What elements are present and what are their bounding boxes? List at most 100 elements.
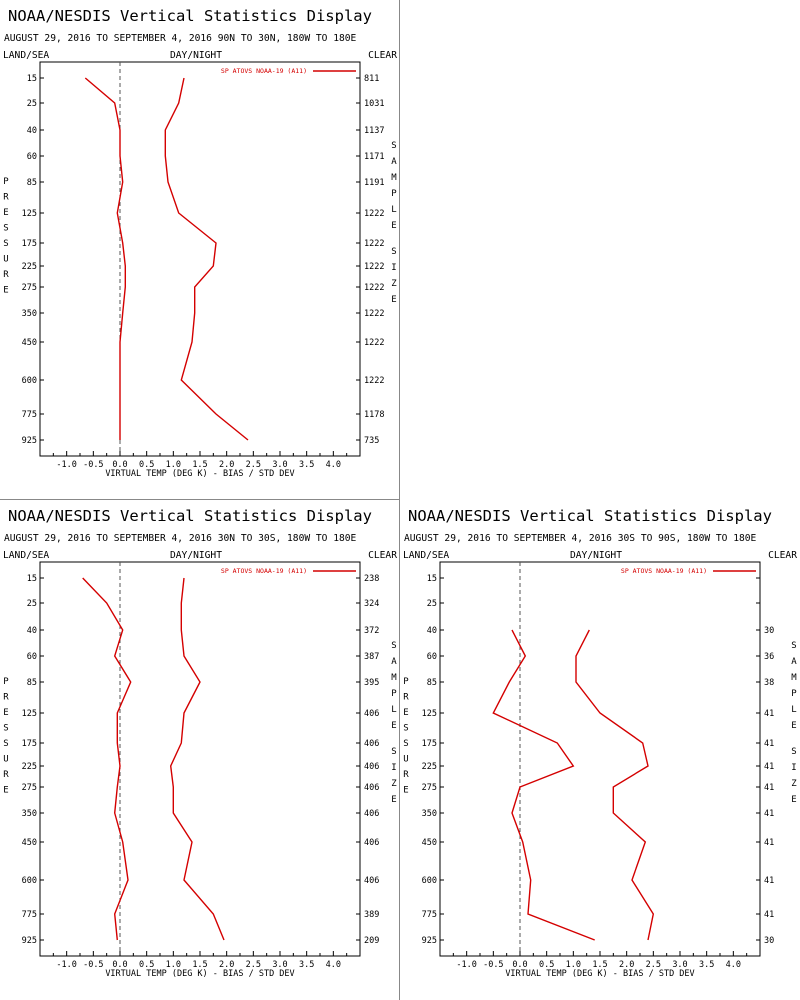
y-tick-label: 125: [422, 709, 437, 719]
y-tick-label: 60: [427, 652, 437, 662]
y-tick-label: 25: [427, 599, 437, 609]
legend-label: SP ATOVS NOAA-19 (A11): [221, 67, 307, 75]
y-tick-label: 600: [22, 876, 37, 886]
plot-frame: [39, 561, 361, 957]
sample-size-label: 41: [764, 910, 774, 920]
sample-size-label: 41: [764, 876, 774, 886]
x-tick-label: 1.0: [166, 960, 181, 970]
y-axis-letter: U: [403, 755, 408, 765]
y-axis-letter: S: [3, 739, 8, 749]
sample-size-label: 372: [364, 626, 379, 636]
legend-label: SP ATOVS NOAA-19 (A11): [621, 567, 707, 575]
vertical-stats-chart: NOAA/NESDIS Vertical Statistics Display A…: [3, 7, 397, 479]
y-axis-letter: S: [3, 724, 8, 734]
plot-frame: [39, 61, 361, 457]
y-tick-label: 125: [22, 209, 37, 219]
stddev-series-line: [169, 577, 225, 941]
sample-size-label: 41: [764, 762, 774, 772]
y-axis-letter: S: [403, 739, 408, 749]
x-axis-label: VIRTUAL TEMP (DEG K) - BIAS / STD DEV: [505, 969, 694, 979]
sample-size-label: 30: [764, 936, 774, 946]
sample-size-label: 735: [364, 436, 379, 446]
chart-title: NOAA/NESDIS Vertical Statistics Display: [8, 7, 372, 25]
x-tick-label: 2.0: [219, 460, 234, 470]
y-tick-label: 775: [22, 910, 37, 920]
y-tick-label: 85: [427, 678, 437, 688]
land-sea-label: LAND/SEA: [3, 50, 49, 61]
y-tick-label: 85: [27, 678, 37, 688]
sample-size-label: 1171: [364, 152, 384, 162]
y-tick-label: 175: [422, 739, 437, 749]
x-axis-label: VIRTUAL TEMP (DEG K) - BIAS / STD DEV: [105, 469, 294, 479]
y2-axis-letter: Z: [791, 779, 797, 789]
y-tick-label: 225: [22, 262, 37, 272]
y-tick-label: 600: [422, 876, 437, 886]
y-tick-label: 60: [27, 652, 37, 662]
y-tick-label: 85: [27, 178, 37, 188]
sample-size-label: 41: [764, 709, 774, 719]
sample-size-label: 387: [364, 652, 379, 662]
sample-size-label: 1222: [364, 239, 384, 249]
chart-title: NOAA/NESDIS Vertical Statistics Display: [408, 507, 772, 525]
y2-axis-letter: I: [391, 763, 396, 773]
y-tick-label: 275: [22, 283, 37, 293]
y-axis-letter: S: [3, 239, 8, 249]
y2-axis-letter: A: [391, 157, 397, 167]
y-tick-label: 275: [22, 783, 37, 793]
y-axis-letter: E: [403, 786, 408, 796]
y-tick-label: 175: [22, 739, 37, 749]
y-axis-letter: R: [3, 693, 9, 703]
y-axis-letter: E: [403, 708, 408, 718]
clear-label: CLEAR: [368, 50, 397, 61]
y-tick-label: 925: [22, 936, 37, 946]
x-tick-label: -1.0: [56, 460, 76, 470]
x-tick-label: 3.5: [699, 960, 714, 970]
chart-panel-north: NOAA/NESDIS Vertical Statistics Display A…: [0, 0, 400, 500]
y2-axis-letter: E: [391, 295, 396, 305]
sample-size-label: 406: [364, 783, 379, 793]
y-tick-label: 775: [22, 410, 37, 420]
sample-size-label: 209: [364, 936, 379, 946]
y2-axis-letter: P: [391, 189, 397, 199]
x-tick-label: 3.0: [672, 960, 687, 970]
clear-label: CLEAR: [368, 550, 397, 561]
y-tick-label: 350: [22, 809, 37, 819]
land-sea-label: LAND/SEA: [3, 550, 49, 561]
sample-size-label: 1222: [364, 376, 384, 386]
vertical-stats-chart: NOAA/NESDIS Vertical Statistics Display A…: [403, 507, 797, 979]
y2-axis-letter: S: [391, 747, 396, 757]
y-tick-label: 25: [27, 599, 37, 609]
y-axis-letter: S: [3, 224, 8, 234]
sample-size-label: 389: [364, 910, 379, 920]
sample-size-label: 41: [764, 783, 774, 793]
x-tick-label: -1.0: [56, 960, 76, 970]
y-axis-letter: R: [3, 270, 9, 280]
x-tick-label: 0.5: [139, 960, 154, 970]
y2-axis-letter: A: [391, 657, 397, 667]
sample-size-label: 406: [364, 809, 379, 819]
y2-axis-letter: Z: [391, 279, 397, 289]
x-tick-label: 4.0: [326, 960, 341, 970]
sample-size-label: 36: [764, 652, 774, 662]
x-tick-label: 1.0: [166, 460, 181, 470]
sample-size-label: 1222: [364, 338, 384, 348]
y2-axis-letter: M: [391, 173, 397, 183]
y2-axis-letter: M: [391, 673, 397, 683]
y-tick-label: 925: [22, 436, 37, 446]
sample-size-label: 324: [364, 599, 379, 609]
sample-size-label: 1222: [364, 309, 384, 319]
sample-size-label: 395: [364, 678, 379, 688]
y2-axis-letter: S: [791, 641, 796, 651]
x-tick-label: -0.5: [83, 460, 103, 470]
y-axis-letter: P: [403, 677, 409, 687]
x-tick-label: 2.0: [619, 960, 634, 970]
y-tick-label: 925: [422, 936, 437, 946]
sample-size-label: 406: [364, 876, 379, 886]
y-tick-label: 25: [27, 99, 37, 109]
stddev-series-line: [575, 629, 655, 941]
y-tick-label: 40: [427, 626, 437, 636]
sample-size-label: 1222: [364, 209, 384, 219]
y-tick-label: 775: [422, 910, 437, 920]
y2-axis-letter: E: [391, 795, 396, 805]
chart-panel-tropics: NOAA/NESDIS Vertical Statistics Display A…: [0, 500, 400, 1000]
